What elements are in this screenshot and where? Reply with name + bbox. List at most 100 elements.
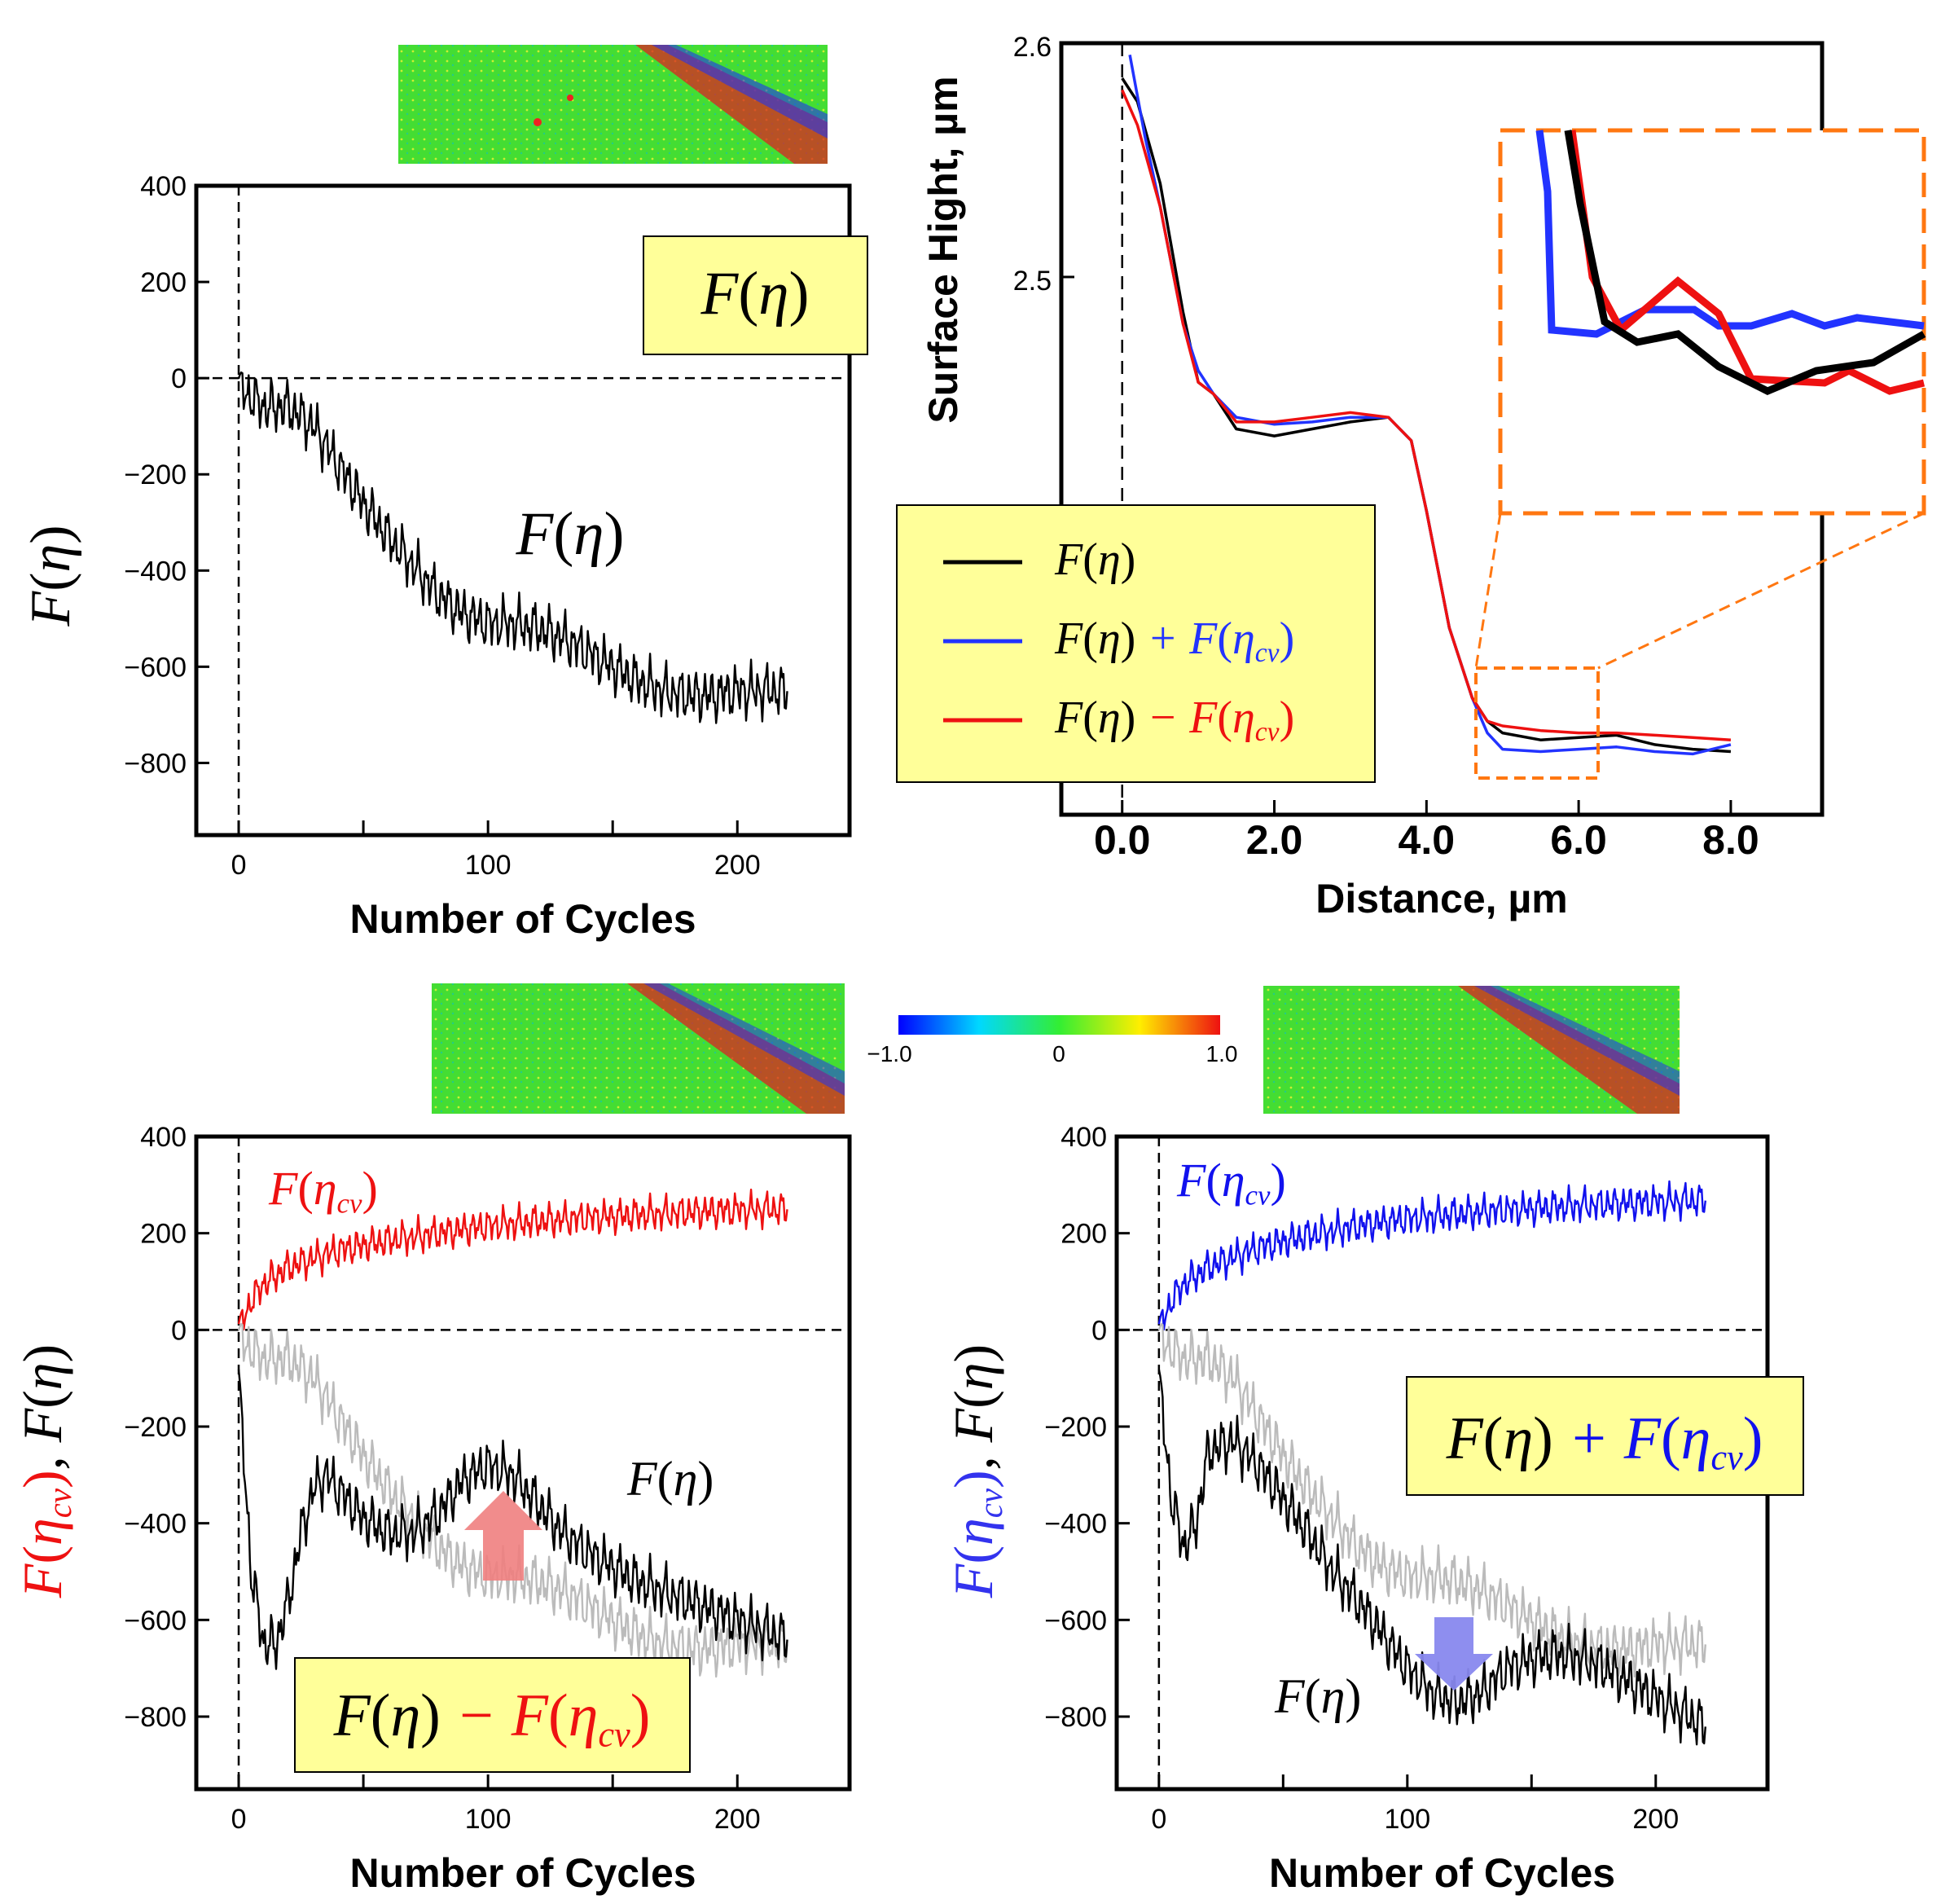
math-part: ( <box>1483 1405 1504 1472</box>
math-part: F <box>11 1407 73 1443</box>
plot-frame <box>194 183 852 838</box>
math-part: F <box>11 1563 73 1598</box>
math-part: η <box>1321 1669 1346 1723</box>
math-part: F <box>333 1682 371 1749</box>
math-part: ) <box>1270 1154 1285 1207</box>
math-part: ( <box>657 1452 674 1506</box>
x-tick-label: 100 <box>1384 1804 1430 1835</box>
math-part: η <box>1098 534 1121 585</box>
up-arrow <box>464 1491 542 1581</box>
math-part: η <box>573 500 604 568</box>
math-part: cv <box>1245 1179 1271 1211</box>
math-part: η <box>1232 693 1255 743</box>
math-part: ) <box>942 1470 1004 1488</box>
math-part: ) <box>11 1344 73 1363</box>
math-part: + <box>1135 613 1189 664</box>
y-tick-label: −200 <box>124 460 187 490</box>
y-tick-label: 0 <box>171 363 187 394</box>
math-part: cv <box>42 1488 78 1518</box>
math-part: η <box>1681 1405 1711 1472</box>
math-part: ( <box>1305 1669 1321 1723</box>
series-line-0 <box>1157 1180 1706 1331</box>
math-part: F <box>1054 613 1083 664</box>
math-part: ( <box>1082 534 1098 585</box>
math-part: ) <box>1121 613 1136 664</box>
series-group <box>237 1188 788 1678</box>
y-tick-label: −600 <box>124 652 187 683</box>
math-part: ( <box>1217 613 1232 664</box>
math-part: ) <box>1345 1669 1361 1723</box>
x-tick-label: 100 <box>465 850 512 881</box>
y-tick-label: 2.6 <box>1013 32 1052 63</box>
y-axis-label: F(η) <box>20 525 82 627</box>
series-line-2 <box>1121 89 1732 741</box>
label-box <box>1406 1376 1804 1496</box>
math-part: η <box>1098 613 1121 664</box>
y-tick-label: −800 <box>124 748 187 779</box>
math-part: η <box>1232 613 1255 664</box>
math-part: ) <box>697 1452 714 1506</box>
series-annotation: F(η) <box>515 500 624 568</box>
y-tick-label: −400 <box>124 1509 187 1540</box>
series-group <box>1121 54 1732 756</box>
math-part: , <box>11 1442 73 1470</box>
math-part: F <box>1623 1405 1662 1472</box>
y-tick-label: 2.5 <box>1013 266 1052 297</box>
math-part: ( <box>548 1682 569 1749</box>
math-part: η <box>674 1452 698 1506</box>
math-part: F <box>1188 693 1218 743</box>
y-axis-label: F(ηcv), F(η) <box>942 1344 1009 1598</box>
y-tick-label: −600 <box>124 1605 187 1636</box>
math-part: F <box>20 591 82 627</box>
math-part: ( <box>371 1682 391 1749</box>
series-annotation: F(ηcv) <box>1176 1154 1286 1211</box>
legend-entry: F(η) − F(ηcv) <box>1054 693 1294 747</box>
label-box <box>643 235 868 355</box>
math-part: ( <box>553 500 573 568</box>
x-tick-label: 6.0 <box>1550 817 1607 863</box>
math-part: ) <box>942 1344 1004 1363</box>
y-tick-label: 400 <box>140 1122 187 1153</box>
math-part: cv <box>973 1488 1009 1518</box>
label-box-text: F(η) + F(ηcv) <box>1446 1405 1763 1477</box>
math-part: ) <box>1280 613 1295 664</box>
math-part: F <box>626 1452 658 1506</box>
math-part: − <box>1135 693 1189 743</box>
inset-series-red <box>1568 130 1926 395</box>
math-part: ( <box>297 1162 313 1215</box>
series-line-0 <box>237 371 788 724</box>
math-part: η <box>390 1682 420 1749</box>
series-annotation: F(ηcv) <box>268 1162 378 1219</box>
math-part: ( <box>942 1546 1004 1564</box>
y-tick-label: 400 <box>1061 1122 1107 1153</box>
panel-bottom-left: 0 100 200 400 200 0 −200 −400 −600 −800 Number of … <box>11 1122 852 1896</box>
math-part: ) <box>630 1682 651 1749</box>
math-part: ( <box>1082 613 1098 664</box>
math-part: cv <box>1710 1436 1743 1477</box>
math-part: ( <box>1205 1154 1221 1207</box>
y-tick-label: 0 <box>1091 1315 1107 1346</box>
math-part: ( <box>11 1546 73 1564</box>
x-tick-label: 0 <box>1151 1804 1166 1835</box>
plot-frame <box>194 1134 852 1792</box>
x-tick-label: 0.0 <box>1094 817 1151 863</box>
math-part: η <box>11 1362 73 1390</box>
series-line-1 <box>1157 1322 1706 1678</box>
math-part: η <box>11 1518 73 1546</box>
math-part: ) <box>1121 693 1136 743</box>
colorbar-tick-min: −1.0 <box>867 1041 911 1066</box>
series-line-2 <box>237 1369 788 1670</box>
y-axis-label: F(ηcv), F(η) <box>11 1344 78 1598</box>
math-part: F <box>515 500 554 568</box>
inset-series-blue <box>1535 130 1925 338</box>
y-tick-label: −400 <box>124 556 187 587</box>
math-part: F <box>942 1563 1004 1598</box>
colorbar-gradient <box>898 1015 1220 1035</box>
legend-entry: F(η) + F(ηcv) <box>1054 613 1294 668</box>
math-part: ( <box>1217 693 1232 743</box>
x-tick-label: 0 <box>231 1804 247 1835</box>
math-part: F <box>1188 613 1218 664</box>
y-axis-label: Surface Hight, µm <box>920 76 966 423</box>
x-tick-label: 200 <box>1632 1804 1679 1835</box>
label-box-text: F(η) <box>700 260 809 328</box>
